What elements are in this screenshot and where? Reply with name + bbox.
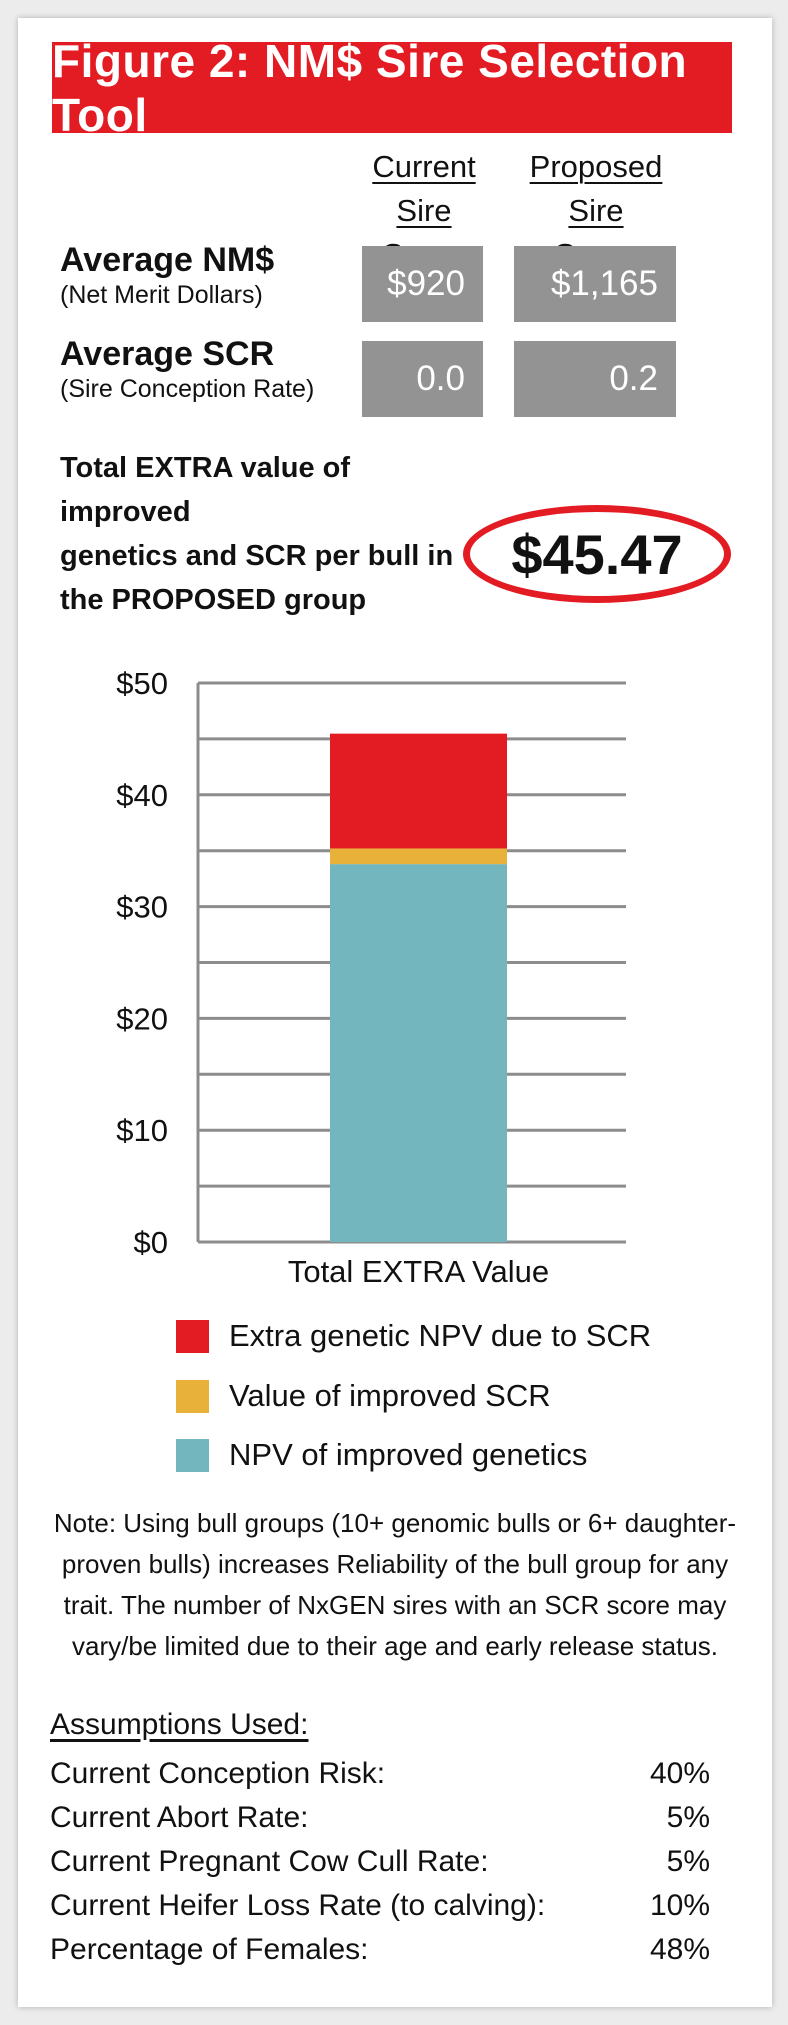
assumption-row: Current Pregnant Cow Cull Rate: 5% [50, 1845, 710, 1889]
x-category-label: Total EXTRA Value [288, 1254, 549, 1289]
assumption-label: Percentage of Females: [50, 1933, 369, 1966]
assumption-row: Current Heifer Loss Rate (to calving): 10… [50, 1889, 710, 1933]
figure-title: Figure 2: NM$ Sire Selection Tool [52, 35, 732, 141]
row-label-nm-sub: (Net Merit Dollars) [60, 281, 263, 309]
assumption-label: Current Heifer Loss Rate (to calving): [50, 1889, 546, 1922]
bar-segment [330, 864, 507, 1242]
column-header-current-line1: Current [372, 149, 476, 184]
total-description-line2: genetics and SCR per bull in [60, 540, 454, 572]
assumption-value: 5% [666, 1845, 710, 1878]
proposed-scr-value: 0.2 [514, 341, 676, 417]
legend-item: Extra genetic NPV due to SCR [176, 1318, 652, 1353]
current-nm-value: $920 [362, 246, 483, 322]
assumption-row: Current Abort Rate: 5% [50, 1801, 710, 1845]
total-description: Total EXTRA value of improved genetics a… [60, 446, 480, 622]
column-header-current: Current Sire Group [354, 145, 494, 277]
total-description-line3: the PROPOSED group [60, 584, 367, 616]
legend-swatch [176, 1379, 209, 1413]
row-label-scr: Average SCR (Sire Conception Rate) [60, 334, 314, 404]
y-tick-label: $10 [116, 1113, 168, 1148]
stacked-bar-chart: $0 $10 $20 $30 $40 $50 Total EXTRA Value [116, 666, 626, 1289]
assumption-value: 48% [649, 1933, 710, 1966]
y-tick-label: $20 [116, 1001, 168, 1036]
legend-item: Value of improved SCR [176, 1378, 551, 1413]
legend-label: NPV of improved genetics [229, 1437, 588, 1472]
legend-label: Value of improved SCR [229, 1378, 551, 1413]
note-text: Note: Using bull groups (10+ genomic bul… [53, 1508, 737, 1661]
assumption-label: Current Abort Rate: [50, 1801, 309, 1834]
row-label-scr-sub: (Sire Conception Rate) [60, 375, 315, 403]
legend-label: Extra genetic NPV due to SCR [229, 1318, 652, 1353]
y-tick-label: $40 [116, 778, 168, 813]
legend-swatch [176, 1438, 209, 1472]
assumption-row: Percentage of Females: 48% [50, 1933, 710, 1977]
y-tick-label: $50 [116, 666, 168, 701]
total-value-oval: $45.47 [463, 505, 731, 603]
row-label-nm: Average NM$ (Net Merit Dollars) [60, 240, 274, 310]
y-tick-label: $30 [116, 890, 168, 925]
bar-segment [330, 848, 507, 865]
column-header-proposed-line1: Proposed [529, 149, 663, 184]
legend-swatch [176, 1319, 209, 1353]
bar-segment [330, 733, 507, 849]
total-value: $45.47 [511, 522, 683, 586]
assumptions-title: Assumptions Used: [50, 1708, 309, 1741]
assumption-label: Current Pregnant Cow Cull Rate: [50, 1845, 489, 1878]
row-label-nm-main: Average NM$ [60, 241, 275, 279]
proposed-nm-value: $1,165 [514, 246, 676, 322]
current-scr-value: 0.0 [362, 341, 483, 417]
assumption-row: Current Conception Risk: 40% [50, 1757, 710, 1801]
assumption-label: Current Conception Risk: [50, 1757, 386, 1790]
total-description-line1: Total EXTRA value of improved [60, 452, 351, 528]
assumption-value: 5% [666, 1801, 710, 1834]
legend-item: NPV of improved genetics [176, 1437, 588, 1472]
row-label-scr-main: Average SCR [60, 335, 275, 373]
assumption-value: 10% [649, 1889, 710, 1922]
y-tick-label: $0 [134, 1225, 168, 1260]
assumption-value: 40% [649, 1757, 710, 1790]
